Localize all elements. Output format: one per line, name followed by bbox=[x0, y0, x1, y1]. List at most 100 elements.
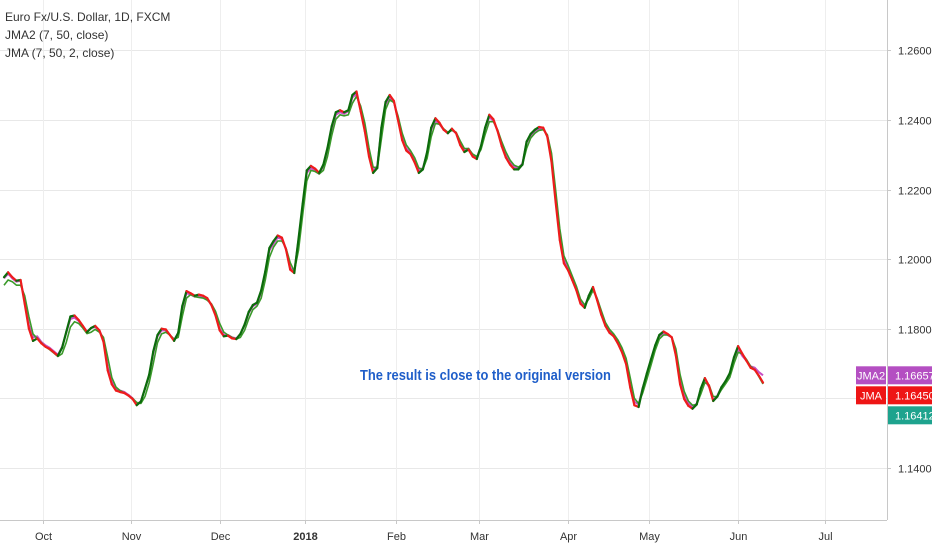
price-tag-value: 1.16412 bbox=[895, 410, 932, 422]
series-segment-jma bbox=[566, 269, 574, 282]
series-segment-jma bbox=[401, 139, 408, 152]
series-segment-jma bbox=[98, 329, 105, 343]
series-segment-jma bbox=[27, 327, 35, 342]
chart-legend: Euro Fx/U.S. Dollar, 1D, FXCM JMA2 (7, 5… bbox=[5, 8, 170, 62]
series-segment-jma bbox=[23, 302, 30, 330]
x-tick-label: 2018 bbox=[293, 531, 317, 543]
series-segment-jma bbox=[19, 278, 26, 305]
series-segment-jma bbox=[645, 358, 653, 375]
series-segment-jma bbox=[757, 374, 765, 384]
time-axis[interactable]: Oct Nov Dec 2018 Feb Mar Apr May Jun Jul bbox=[35, 520, 833, 543]
series-segment-jma bbox=[243, 310, 250, 326]
series-segment-jma bbox=[637, 387, 644, 409]
series-segment-jma bbox=[56, 346, 64, 357]
series-segment-jma bbox=[318, 163, 325, 174]
price-tag-value-box bbox=[888, 366, 932, 385]
series-segment-jma bbox=[392, 99, 400, 122]
series-segment-jma bbox=[143, 373, 151, 390]
series-segment-jma bbox=[629, 386, 636, 407]
series-segment-jma bbox=[152, 333, 159, 353]
series-segment-jma bbox=[558, 238, 566, 265]
series-segment-jma bbox=[521, 140, 528, 166]
legend-jma[interactable]: JMA (7, 50, 2, close) bbox=[5, 46, 115, 60]
series-segment-jma bbox=[654, 333, 661, 347]
series-segment-jma bbox=[678, 383, 686, 401]
series-segment-jma bbox=[164, 328, 171, 337]
series-segment-jma bbox=[571, 278, 578, 292]
series-segment-jma bbox=[620, 351, 628, 366]
y-tick-label: 1.24000 bbox=[898, 116, 932, 128]
x-tick-label: Jun bbox=[730, 531, 748, 543]
x-tick-label: Mar bbox=[470, 531, 489, 543]
series-segment-jma bbox=[384, 93, 391, 104]
series-segment-jma bbox=[272, 234, 279, 243]
legend-symbol[interactable]: Euro Fx/U.S. Dollar, 1D, FXCM bbox=[5, 10, 171, 24]
series-segment-jma bbox=[206, 297, 213, 307]
series-segment-jma bbox=[467, 148, 474, 158]
series-segment-jma bbox=[724, 372, 731, 382]
price-tag-name-box bbox=[856, 366, 886, 385]
series-segment-jma bbox=[239, 323, 246, 335]
series-segment-jma bbox=[77, 318, 84, 327]
series-segment-jma bbox=[504, 156, 512, 166]
series-segment-jma bbox=[409, 153, 416, 164]
series-segment-jma bbox=[745, 359, 752, 369]
series-segment-jma bbox=[699, 377, 707, 390]
series-segment-jma bbox=[65, 315, 72, 334]
series-segment-jma bbox=[260, 270, 267, 292]
price-tag-value: 1.16450 bbox=[895, 390, 932, 402]
legend-jma2[interactable]: JMA2 (7, 50, close) bbox=[5, 28, 109, 42]
series-segment-jma bbox=[683, 397, 690, 407]
series-segment-jma bbox=[583, 294, 590, 309]
series-segment-jma bbox=[720, 379, 727, 389]
series-segment-jma bbox=[604, 324, 611, 334]
series-segment-jma bbox=[235, 332, 242, 341]
series-segment-jma bbox=[139, 387, 147, 403]
series-segment-jma bbox=[455, 132, 462, 147]
series-segment-jma bbox=[367, 155, 375, 174]
x-tick-label: Feb bbox=[387, 531, 406, 543]
series-segment-jma bbox=[173, 331, 180, 342]
horizontal-gridlines bbox=[0, 50, 887, 469]
series-segment-jma bbox=[131, 397, 138, 407]
series-segment-jma bbox=[695, 387, 702, 406]
series-segment-jma bbox=[293, 237, 300, 275]
y-tick-label: 1.22000 bbox=[898, 186, 932, 198]
series-segment-jma bbox=[388, 93, 395, 103]
x-tick-label: Apr bbox=[560, 531, 577, 543]
series-segment-jma bbox=[376, 126, 383, 170]
series-segment-jma bbox=[247, 303, 254, 314]
series-segment-jma bbox=[426, 126, 433, 154]
series-segment-jma bbox=[728, 356, 736, 375]
series-layer bbox=[2, 90, 765, 410]
series-segment-jma bbox=[102, 340, 109, 372]
chart-annotation: The result is close to the original vers… bbox=[360, 367, 611, 384]
x-tick-label: May bbox=[639, 531, 660, 543]
series-segment-jma bbox=[753, 368, 761, 377]
x-tick-label: Oct bbox=[35, 531, 52, 543]
series-segment-jma bbox=[496, 130, 503, 148]
series-segment-jma bbox=[322, 146, 329, 166]
series-segment-jma bbox=[554, 200, 561, 242]
price-axis[interactable]: 1.140001.160001.180001.200001.220001.240… bbox=[887, 46, 932, 476]
price-tag-value-box bbox=[888, 406, 932, 425]
series-segment-jma bbox=[280, 236, 288, 251]
series-segment-jma bbox=[736, 345, 744, 355]
series-segment-jma bbox=[359, 110, 366, 133]
series-segment-jma bbox=[616, 342, 624, 354]
series-segment-jma bbox=[595, 299, 603, 316]
series-segment-jma bbox=[330, 111, 337, 128]
price-tag-name: JMA2 bbox=[857, 370, 885, 382]
series-segment-jma bbox=[674, 354, 682, 386]
price-tag-value: 1.16657 bbox=[895, 370, 932, 382]
price-tags: JMA2 1.16657 JMA 1.16450 1.16412 bbox=[856, 366, 932, 425]
series-segment-jma bbox=[413, 161, 420, 174]
series-segment-jma bbox=[546, 135, 553, 163]
series-segment-jma bbox=[591, 285, 599, 302]
series-segment-jma bbox=[732, 345, 740, 359]
series-segment-jma bbox=[210, 303, 217, 317]
series-segment-jma bbox=[355, 90, 362, 113]
series-segment-jma bbox=[492, 118, 499, 133]
